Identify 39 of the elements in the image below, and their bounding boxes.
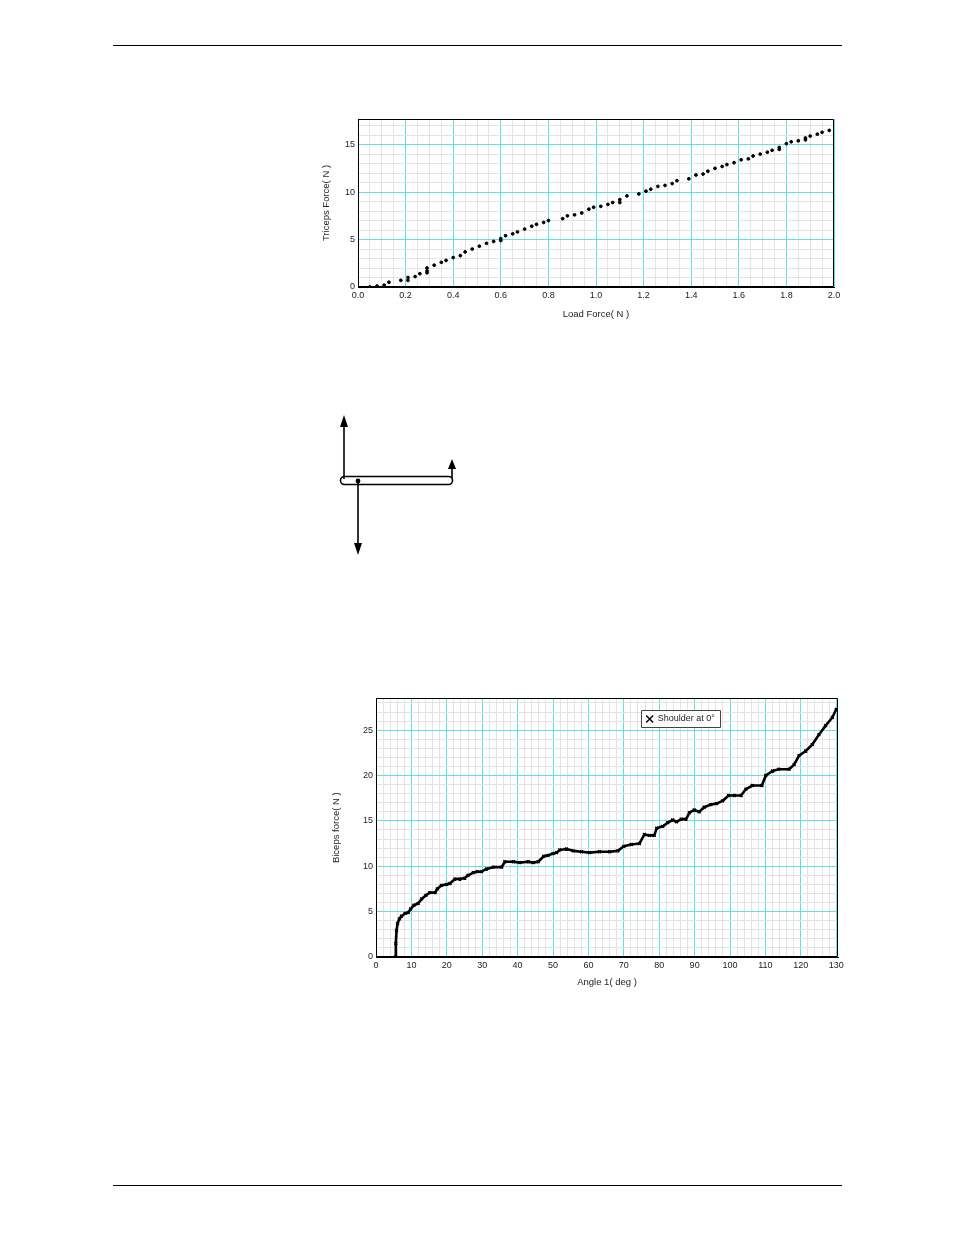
legend-label: Shoulder at 0°	[657, 713, 716, 724]
x-tick-label: 1.8	[780, 289, 793, 300]
x-tick-label: 2.0	[827, 289, 841, 300]
y-tick-label: 0	[349, 281, 355, 292]
x-tick-label: 100	[722, 959, 738, 970]
x-tick-label: 0.0	[351, 289, 365, 300]
x-tick-label: 40	[512, 959, 523, 970]
y-axis-title: Triceps Force( N )	[320, 164, 332, 242]
x-tick-label: 0.4	[446, 289, 460, 300]
x-tick-label: 80	[654, 959, 665, 970]
x-axis-title: Angle 1( deg )	[577, 975, 637, 987]
y-tick-label: 0	[367, 951, 373, 962]
x-tick-label: 130	[828, 959, 844, 970]
x-tick-label: 60	[583, 959, 594, 970]
y-axis-title: Biceps force( N )	[330, 792, 342, 864]
x-tick-label: 0.8	[542, 289, 555, 300]
x-tick-label: 20	[441, 959, 452, 970]
x-axis-title: Load Force( N )	[562, 307, 630, 319]
x-tick-label: 1.0	[589, 289, 603, 300]
x-tick-label: 1.6	[732, 289, 746, 300]
y-tick-label: 20	[362, 770, 373, 781]
y-tick-label: 10	[344, 186, 355, 197]
x-tick-label: 10	[406, 959, 417, 970]
x-tick-label: 70	[618, 959, 629, 970]
x-tick-label: 110	[758, 959, 773, 970]
y-tick-label: 15	[362, 815, 373, 826]
y-tick-label: 10	[362, 860, 373, 871]
x-tick-label: 1.4	[684, 289, 698, 300]
x-tick-label: 120	[793, 959, 809, 970]
y-tick-label: 5	[349, 234, 355, 245]
x-tick-label: 30	[477, 959, 488, 970]
x-tick-label: 0.2	[399, 289, 412, 300]
x-tick-label: 50	[548, 959, 559, 970]
y-tick-label: 15	[344, 139, 355, 150]
y-tick-label: 5	[367, 906, 373, 917]
x-tick-label: 90	[689, 959, 700, 970]
x-tick-label: 0.6	[494, 289, 508, 300]
x-tick-label: 1.2	[637, 289, 650, 300]
y-tick-label: 25	[362, 724, 373, 735]
